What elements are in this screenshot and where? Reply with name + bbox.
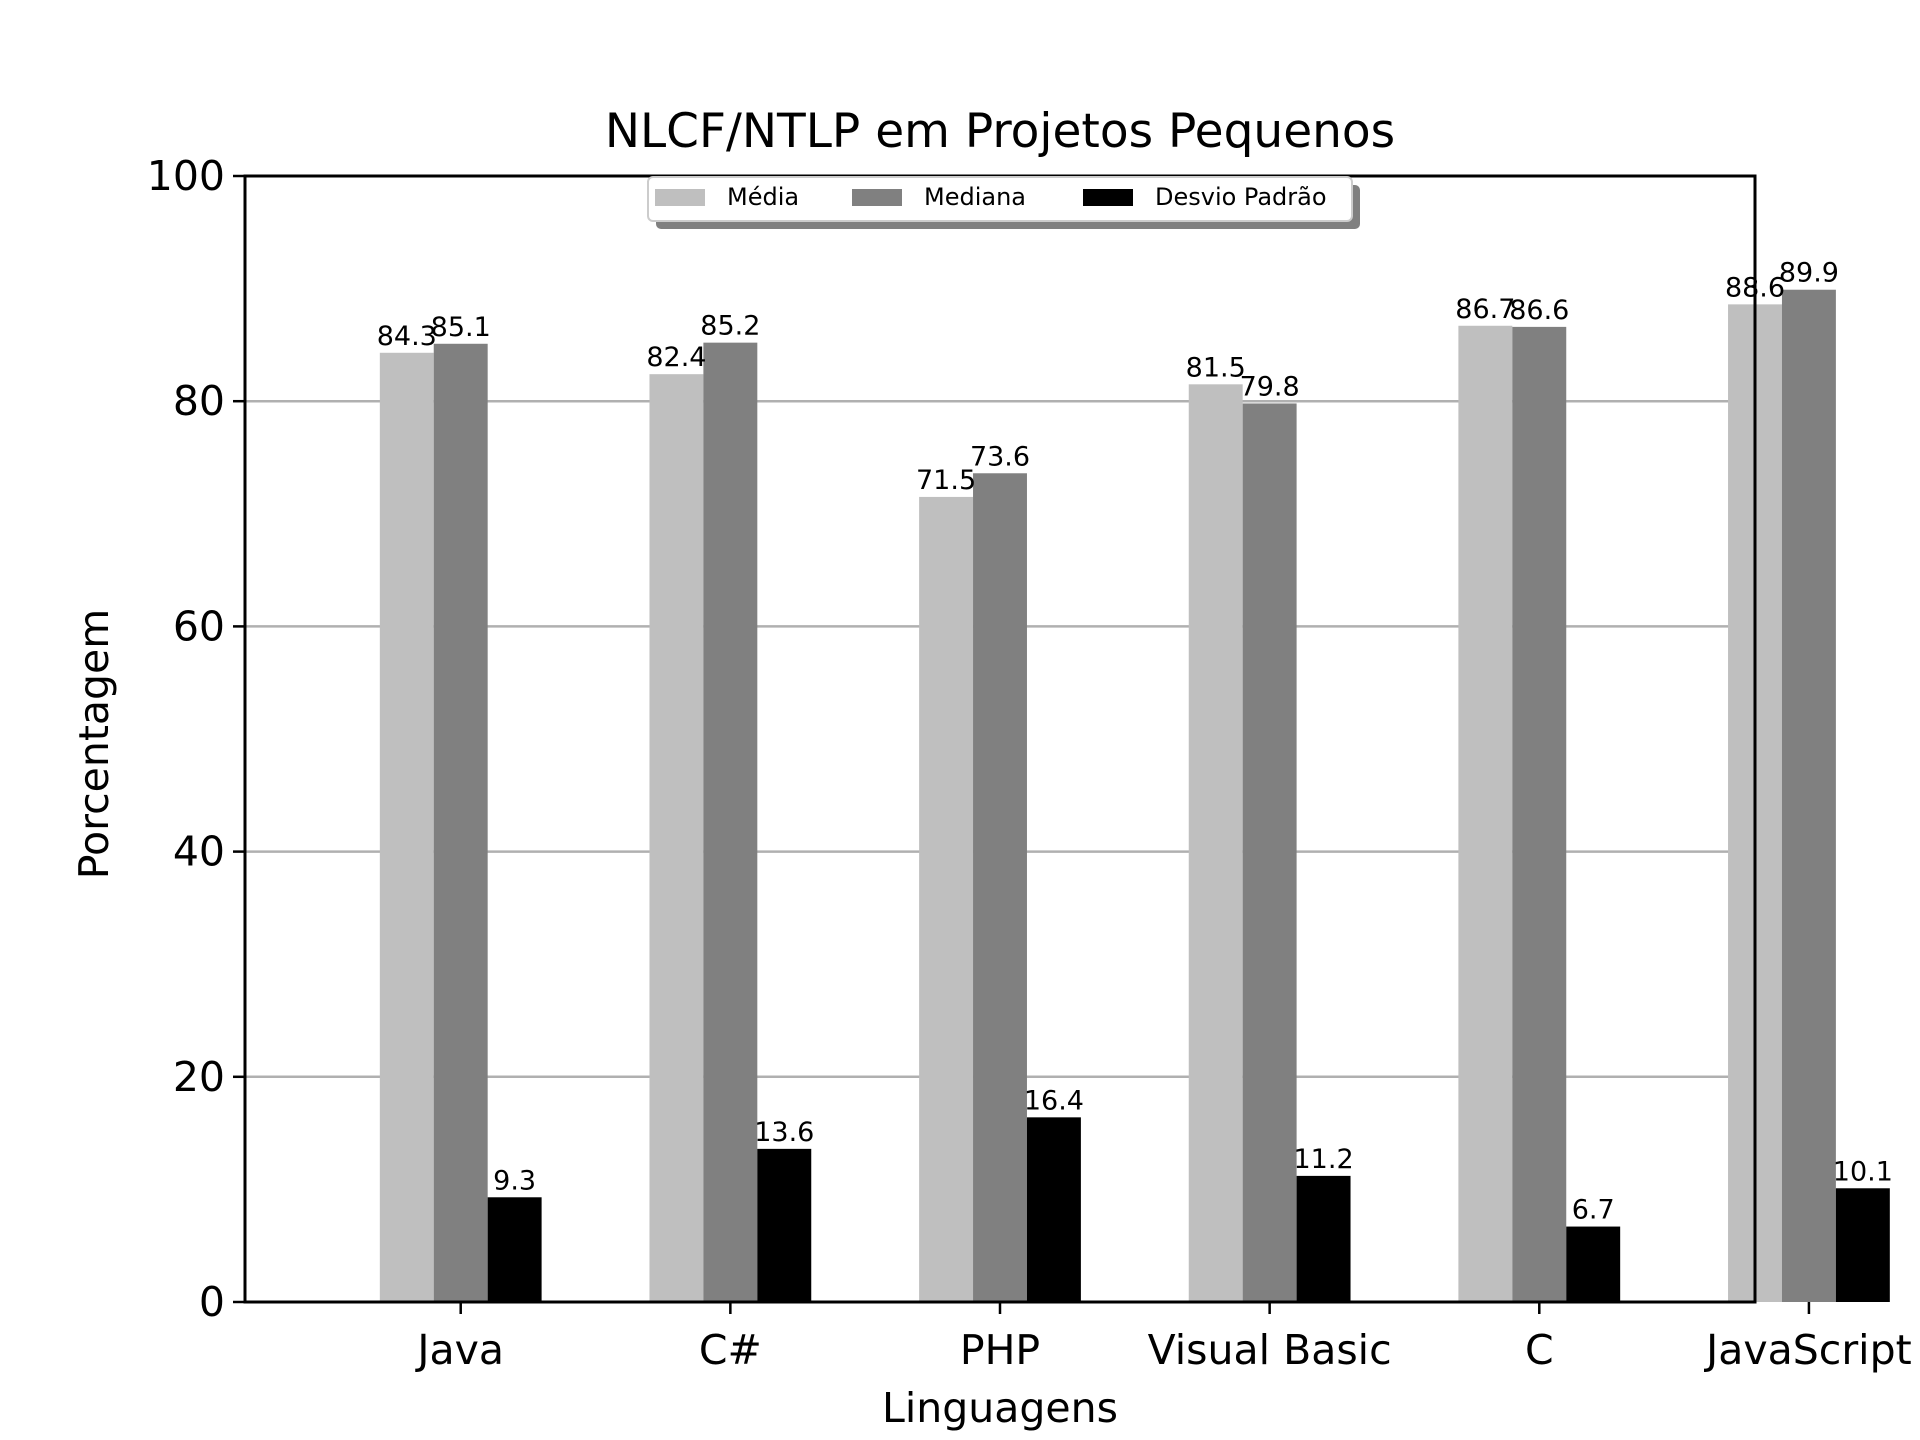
legend-swatch [1083,189,1133,206]
bar [1242,403,1297,1302]
y-tick-label: 100 [147,152,225,200]
bar-value-label: 10.1 [1833,1156,1893,1187]
bar-value-label: 89.9 [1779,258,1839,289]
y-tick-label: 0 [199,1278,225,1326]
x-axis-title: Linguagens [882,1384,1118,1432]
legend-swatch [852,189,902,206]
bar-value-label: 82.4 [646,342,706,373]
x-tick-label: PHP [960,1326,1040,1374]
bar-value-label: 71.5 [916,465,976,496]
y-tick-label: 40 [173,828,225,876]
y-axis-title: Porcentagem [70,609,118,879]
y-axis: 0 20 40 60 80 100 [147,152,245,1326]
y-tick-label: 60 [173,602,225,650]
bar [1026,1117,1081,1302]
bar [1458,325,1513,1302]
bar-value-label: 13.6 [754,1117,814,1148]
bar-value-label: 85.2 [700,311,760,342]
x-tick-label: Java [414,1326,504,1374]
bar-value-label: 79.8 [1240,371,1300,402]
x-tick-label: Visual Basic [1148,1326,1392,1374]
bar-value-label: 9.3 [493,1165,536,1196]
bar-value-label: 85.1 [431,312,491,343]
legend: Média Mediana Desvio Padrão [647,176,1360,229]
bar-value-label: 6.7 [1572,1195,1615,1226]
bar [1188,384,1243,1302]
bar [1512,326,1567,1302]
x-tick-label: C# [699,1326,762,1374]
y-tick-label: 80 [173,377,225,425]
bar [379,352,434,1303]
bar [1835,1188,1890,1302]
bar-value-label: 16.4 [1024,1085,1084,1116]
bar [973,473,1027,1302]
legend-swatch [655,189,705,206]
legend-label: Média [727,183,799,211]
bar [649,374,704,1302]
bar [1781,289,1836,1302]
bars [379,289,1890,1303]
legend-label: Mediana [924,183,1026,211]
legend-box [647,176,1353,222]
y-tick-label: 20 [173,1053,225,1101]
bar [1296,1175,1351,1302]
bar [919,496,974,1302]
x-tick-label: C [1525,1326,1554,1374]
legend-label: Desvio Padrão [1155,183,1327,211]
bar-value-label: 81.5 [1186,352,1246,383]
bar [1566,1226,1621,1302]
chart-title: NLCF/NTLP em Projetos Pequenos [605,104,1395,159]
bar [433,343,488,1302]
bar-value-label: 86.6 [1509,295,1569,326]
bar [487,1197,542,1302]
bar [757,1148,812,1302]
bar-value-label: 11.2 [1294,1144,1354,1175]
bar-value-label: 84.3 [377,321,437,352]
data-labels: 84.385.1 9.3 82.485.2 13.6 71.573.6 16.4 81.57… [377,258,1893,1226]
x-axis: Java C# PHP Visual Basic C JavaScript [414,1302,1912,1374]
bar-value-label: 73.6 [970,441,1030,472]
bar [703,342,758,1302]
bar-value-label: 86.7 [1455,294,1515,325]
x-tick-label: JavaScript [1703,1326,1912,1374]
